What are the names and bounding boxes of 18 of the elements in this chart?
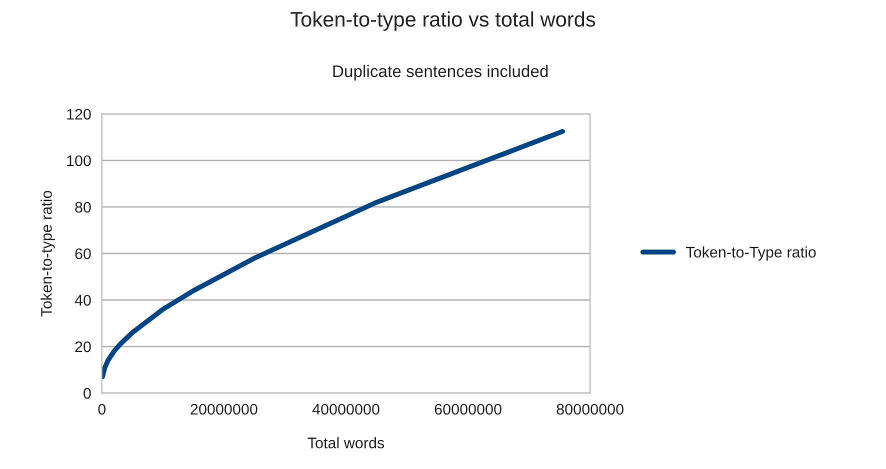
y-tick-label: 100 xyxy=(67,155,91,166)
y-tick-label: 60 xyxy=(75,248,91,260)
y-tick-label: 20 xyxy=(75,341,91,352)
y-axis-title: Token-to-type ratio xyxy=(40,190,55,316)
chart-subtitle: Duplicate sentences included xyxy=(333,64,548,80)
y-tick-label: 40 xyxy=(74,294,91,306)
x-tick-label: 0 xyxy=(98,404,106,415)
y-tick-label: 0 xyxy=(84,388,91,399)
chart-title: Token-to-type ratio vs total words xyxy=(290,11,596,31)
line-series xyxy=(102,128,566,380)
y-tick-label: 80 xyxy=(75,202,91,213)
y-tick-label: 120 xyxy=(67,108,91,120)
x-tick-label: 60000000 xyxy=(434,404,502,415)
x-tick-label: 40000000 xyxy=(312,404,380,415)
x-tick-label: 80000000 xyxy=(556,404,624,415)
legend-label: Token-to-Type ratio xyxy=(686,246,816,261)
x-axis-title: Total words xyxy=(308,437,384,448)
x-tick-label: 20000000 xyxy=(190,404,258,415)
